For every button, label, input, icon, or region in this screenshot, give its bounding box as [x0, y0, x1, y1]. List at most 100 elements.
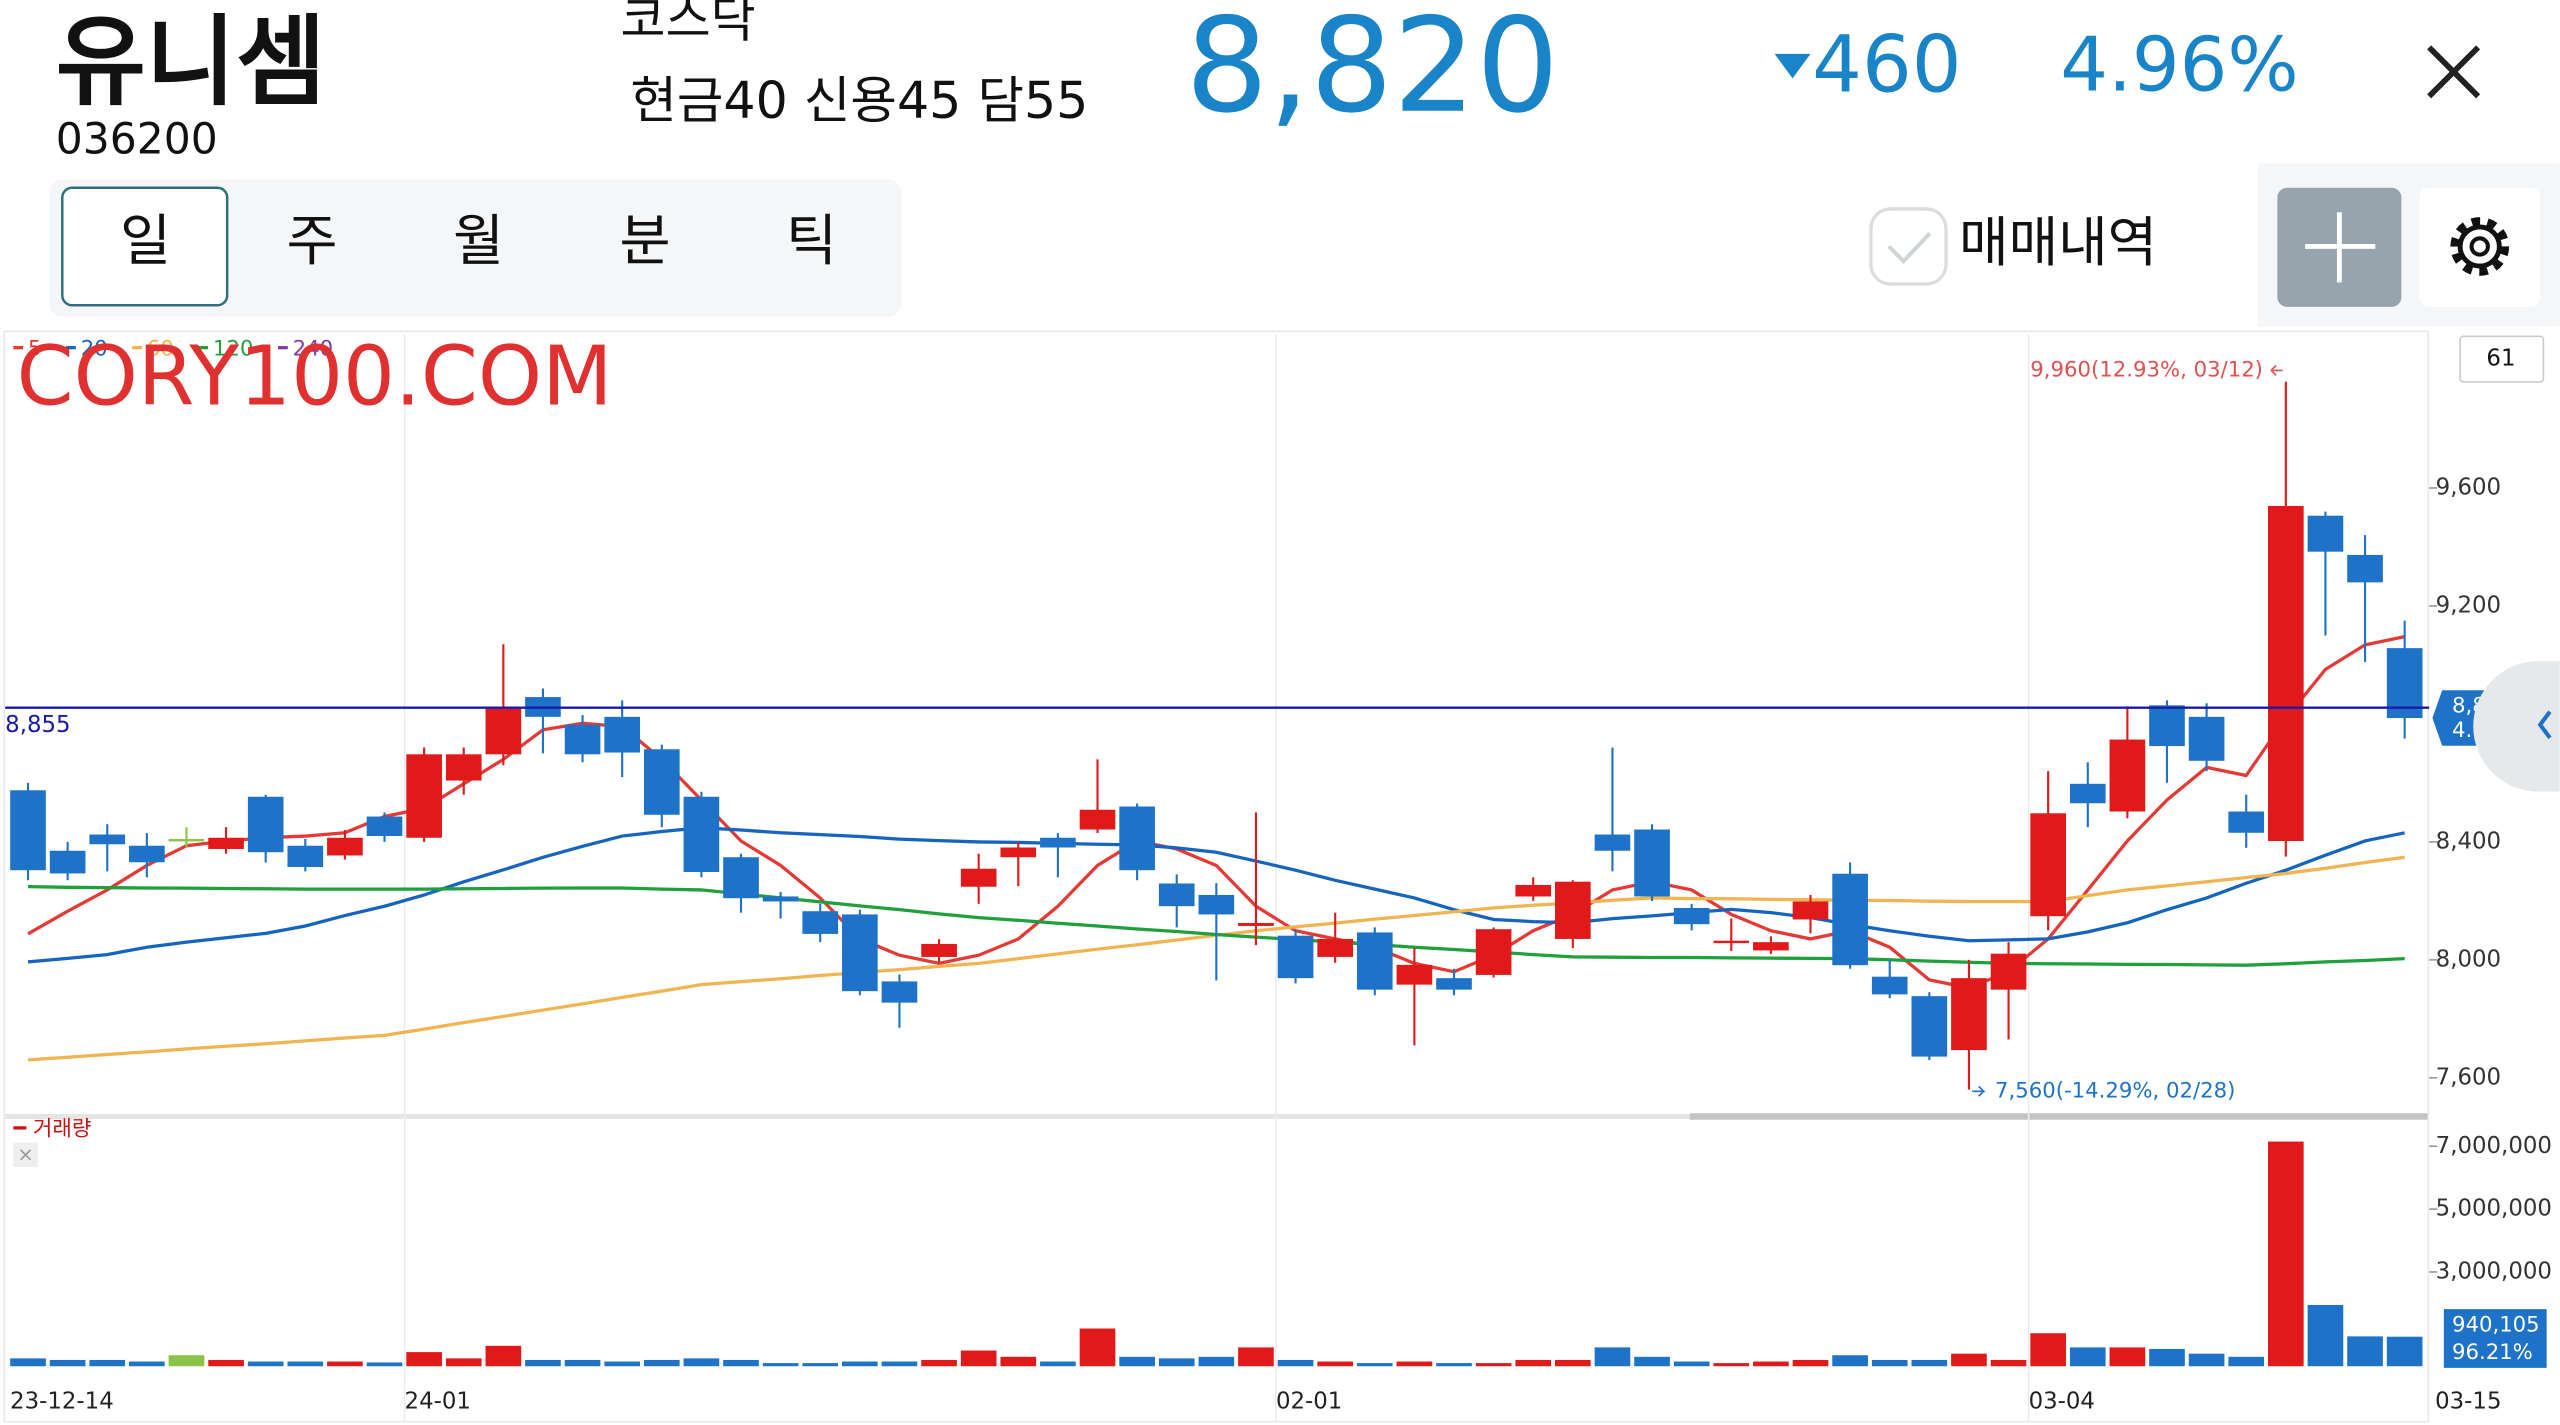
volume-bar — [129, 1361, 165, 1367]
gear-icon — [2469, 236, 2490, 257]
volume-tag-label: 940,105 — [2452, 1312, 2540, 1337]
market: 코스닥 — [621, 0, 756, 48]
stock-name: 유니셈 — [56, 5, 326, 119]
change: 460 — [1812, 20, 1962, 111]
volume-bar — [881, 1361, 918, 1367]
x-tick-label: 23-12-14 — [10, 1389, 114, 1415]
volume-bar — [842, 1361, 878, 1367]
tab-bar — [49, 179, 902, 317]
side-handle[interactable] — [2473, 661, 2560, 792]
watermark: CORY100.COM — [17, 329, 613, 424]
candle-body — [406, 754, 442, 838]
candle-body — [49, 850, 86, 874]
tab[interactable]: 틱 — [786, 209, 837, 274]
volume-close[interactable] — [13, 1142, 38, 1168]
x-tick-label: 03-04 — [2029, 1389, 2095, 1415]
volume-bar — [1634, 1356, 1670, 1367]
tab[interactable]: 분 — [620, 209, 671, 274]
volume-bar — [960, 1350, 997, 1367]
tab[interactable]: 주 — [287, 209, 338, 274]
candle-body — [2347, 554, 2383, 583]
candle-body — [1673, 907, 1710, 925]
high-annotation: 9,960(12.93%, 03/12) — [2030, 357, 2263, 382]
volume-close-icon: × — [17, 1143, 33, 1166]
volume-bar — [604, 1361, 641, 1367]
candle-body — [1317, 938, 1353, 957]
volume-bar — [327, 1361, 363, 1367]
candle-body — [1792, 901, 1829, 920]
candle-body — [366, 816, 403, 836]
candle-body — [2268, 505, 2304, 842]
close-button[interactable] — [2427, 45, 2481, 99]
trade-history[interactable]: 매매내역 — [1959, 211, 2157, 274]
candle-body — [10, 790, 46, 871]
visible-count: 61 — [2486, 346, 2515, 372]
current-line-label: 8,855 — [5, 712, 70, 738]
candle-body — [1990, 953, 2027, 990]
y-tick-label: 8,000 — [2436, 946, 2501, 972]
high-arrow — [2270, 364, 2283, 376]
y-tick-label: 8,400 — [2436, 828, 2501, 854]
volume-bar — [1911, 1359, 1948, 1367]
volume-bar — [168, 1355, 205, 1367]
legend-label: 120 — [213, 336, 253, 361]
tab[interactable]: 일 — [120, 209, 171, 274]
volume-bar — [1475, 1363, 1512, 1367]
volume-bar — [921, 1359, 957, 1367]
volume-bar — [1356, 1363, 1393, 1367]
volume-y-tick-label: 3,000,000 — [2436, 1258, 2552, 1284]
candle-body — [208, 837, 244, 849]
candle-body — [1000, 847, 1037, 858]
candle-body — [1594, 834, 1631, 851]
volume-bar — [1792, 1359, 1829, 1367]
candle-body — [1515, 884, 1552, 897]
legend-label: 60 — [147, 336, 174, 361]
candle-body — [445, 754, 482, 781]
candle-body — [1119, 806, 1155, 871]
volume-bar — [1673, 1361, 1710, 1367]
y-tick-label: 9,600 — [2436, 474, 2501, 500]
volume-bar — [2268, 1141, 2304, 1367]
volume-bar — [485, 1345, 522, 1367]
candle-body — [1951, 978, 1987, 1051]
candle-body — [1555, 881, 1591, 939]
volume-bar — [1515, 1359, 1552, 1367]
candle-body — [1713, 940, 1750, 944]
volume-bar — [2109, 1347, 2146, 1367]
volume-y-tick-label: 7,000,000 — [2436, 1133, 2552, 1159]
volume-bar — [564, 1359, 601, 1367]
volume-bar — [643, 1359, 680, 1367]
count-box — [2459, 335, 2545, 383]
volume-bar — [406, 1352, 442, 1367]
legend-label: 240 — [293, 336, 333, 361]
volume-bar — [2149, 1348, 2185, 1367]
candle-body — [1040, 837, 1076, 848]
legend-label: 20 — [81, 336, 108, 361]
candle-body — [168, 838, 205, 842]
candle-body — [485, 708, 522, 755]
volume-bar — [49, 1359, 86, 1367]
chart-frame — [3, 330, 2430, 1423]
settings-button[interactable] — [2419, 187, 2541, 307]
volume-bar — [1396, 1361, 1433, 1367]
candle-body — [1356, 932, 1393, 990]
candle-body — [960, 868, 997, 887]
volume-bar — [1079, 1328, 1116, 1367]
volume-bar — [1436, 1363, 1472, 1367]
volume-bar — [1713, 1363, 1750, 1367]
volume-bar — [445, 1358, 482, 1367]
margin-info: 현금40 신용45 담55 — [630, 71, 1088, 130]
candle-body — [247, 796, 284, 853]
volume-bar — [1277, 1359, 1314, 1367]
candle-body — [564, 724, 601, 755]
candle-body — [327, 837, 363, 856]
checkbox[interactable] — [1869, 207, 1948, 286]
volume-bar — [1555, 1359, 1591, 1367]
volume-y-tick-label: 5,000,000 — [2436, 1196, 2552, 1222]
volume-bar — [1317, 1361, 1353, 1367]
tab[interactable]: 월 — [453, 209, 504, 274]
y-tick-label: 7,600 — [2436, 1064, 2501, 1090]
volume-bar — [1040, 1361, 1076, 1367]
candle-body — [89, 834, 126, 845]
